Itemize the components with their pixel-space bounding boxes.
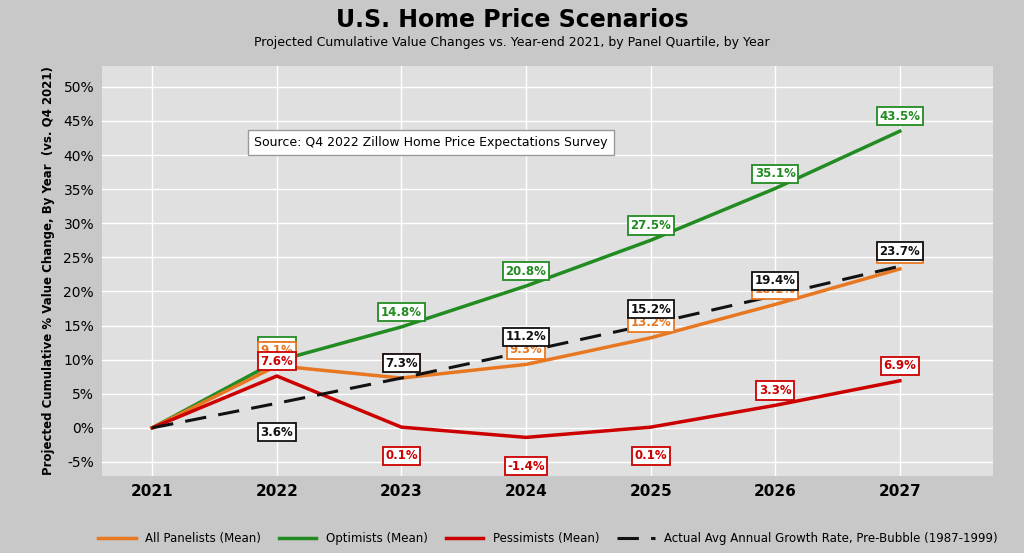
Text: 18.1%: 18.1% <box>755 283 796 296</box>
Text: 27.5%: 27.5% <box>630 219 671 232</box>
Text: 43.5%: 43.5% <box>880 110 921 123</box>
Text: 23.3%: 23.3% <box>880 248 921 260</box>
Text: 9.8%: 9.8% <box>260 340 293 353</box>
Text: 15.2%: 15.2% <box>630 303 671 316</box>
Text: 14.8%: 14.8% <box>381 306 422 319</box>
Text: 7.3%: 7.3% <box>385 357 418 370</box>
Text: 9.3%: 9.3% <box>510 343 543 356</box>
Text: 9.1%: 9.1% <box>260 345 293 357</box>
Text: 0.1%: 0.1% <box>634 450 667 462</box>
Text: 23.7%: 23.7% <box>880 245 921 258</box>
Text: 3.6%: 3.6% <box>260 425 293 439</box>
Text: Projected Cumulative Value Changes vs. Year-end 2021, by Panel Quartile, by Year: Projected Cumulative Value Changes vs. Y… <box>254 36 770 49</box>
Text: Source: Q4 2022 Zillow Home Price Expectations Survey: Source: Q4 2022 Zillow Home Price Expect… <box>254 136 607 149</box>
Text: 35.1%: 35.1% <box>755 167 796 180</box>
Text: 11.2%: 11.2% <box>506 330 547 343</box>
Legend: All Panelists (Mean), Optimists (Mean), Pessimists (Mean), Actual Avg Annual Gro: All Panelists (Mean), Optimists (Mean), … <box>93 527 1002 550</box>
Text: 7.3%: 7.3% <box>385 357 418 370</box>
Text: 6.9%: 6.9% <box>884 359 916 372</box>
Text: -1.4%: -1.4% <box>507 460 545 473</box>
Y-axis label: Projected Cumulative % Value Change, By Year  (vs. Q4 2021): Projected Cumulative % Value Change, By … <box>42 66 55 476</box>
Text: 19.4%: 19.4% <box>755 274 796 287</box>
Text: 0.1%: 0.1% <box>385 450 418 462</box>
Text: 7.6%: 7.6% <box>260 354 293 368</box>
Text: 13.2%: 13.2% <box>630 316 671 330</box>
Text: 20.8%: 20.8% <box>506 265 547 278</box>
Text: 3.3%: 3.3% <box>759 384 792 397</box>
Text: U.S. Home Price Scenarios: U.S. Home Price Scenarios <box>336 8 688 32</box>
